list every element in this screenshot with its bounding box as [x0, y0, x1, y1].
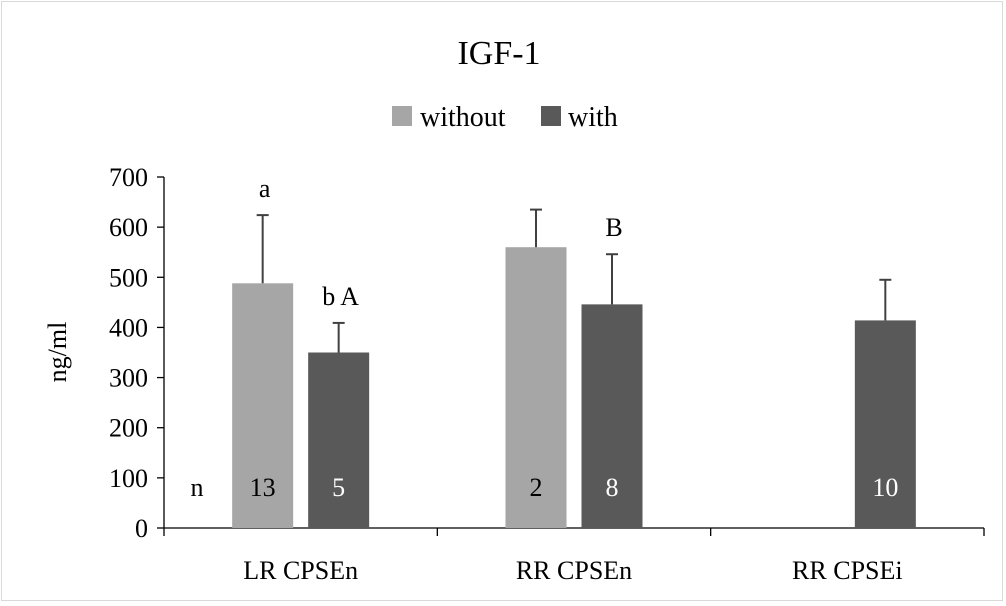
n-count-label: 8	[606, 473, 619, 502]
y-tick-label: 400	[109, 313, 148, 342]
y-tick-label: 500	[109, 263, 148, 292]
y-tick-label: 100	[109, 464, 148, 493]
significance-label: a	[259, 174, 271, 203]
n-count-label: 5	[332, 473, 345, 502]
y-tick-label: 700	[109, 163, 148, 192]
annotations: a 13 b A 5 2 B 8 10 n	[191, 174, 899, 502]
x-tick-label: RR CPSEi	[792, 556, 903, 585]
chart-title: IGF-1	[457, 35, 540, 72]
n-row-label: n	[191, 473, 204, 502]
y-tick-label: 200	[109, 414, 148, 443]
bar-without	[232, 283, 294, 528]
bar-with	[854, 320, 916, 528]
bars	[232, 208, 916, 528]
legend-swatch-with	[541, 106, 561, 126]
significance-label: b A	[322, 282, 359, 311]
bar-with	[308, 352, 370, 528]
n-count-label: 10	[872, 473, 898, 502]
legend-swatch-without	[392, 106, 412, 126]
y-tick-label: 0	[135, 514, 148, 543]
y-axis: 0 100 200 300 400 500 600 700	[109, 163, 165, 543]
x-tick-label: RR CPSEn	[516, 556, 632, 585]
n-count-label: 13	[250, 473, 276, 502]
y-axis-label: ng/ml	[43, 322, 72, 383]
significance-label: B	[605, 213, 622, 242]
legend: without with	[392, 102, 618, 133]
legend-label-with: with	[568, 102, 618, 133]
x-axis: LR CPSEn RR CPSEn RR CPSEi	[163, 527, 985, 585]
y-tick-label: 300	[109, 364, 148, 393]
legend-label-without: without	[420, 102, 506, 133]
x-tick-label: LR CPSEn	[243, 556, 358, 585]
y-tick-label: 600	[109, 213, 148, 242]
bar-with	[581, 304, 643, 528]
bar-without	[505, 247, 567, 528]
n-count-label: 2	[530, 473, 543, 502]
